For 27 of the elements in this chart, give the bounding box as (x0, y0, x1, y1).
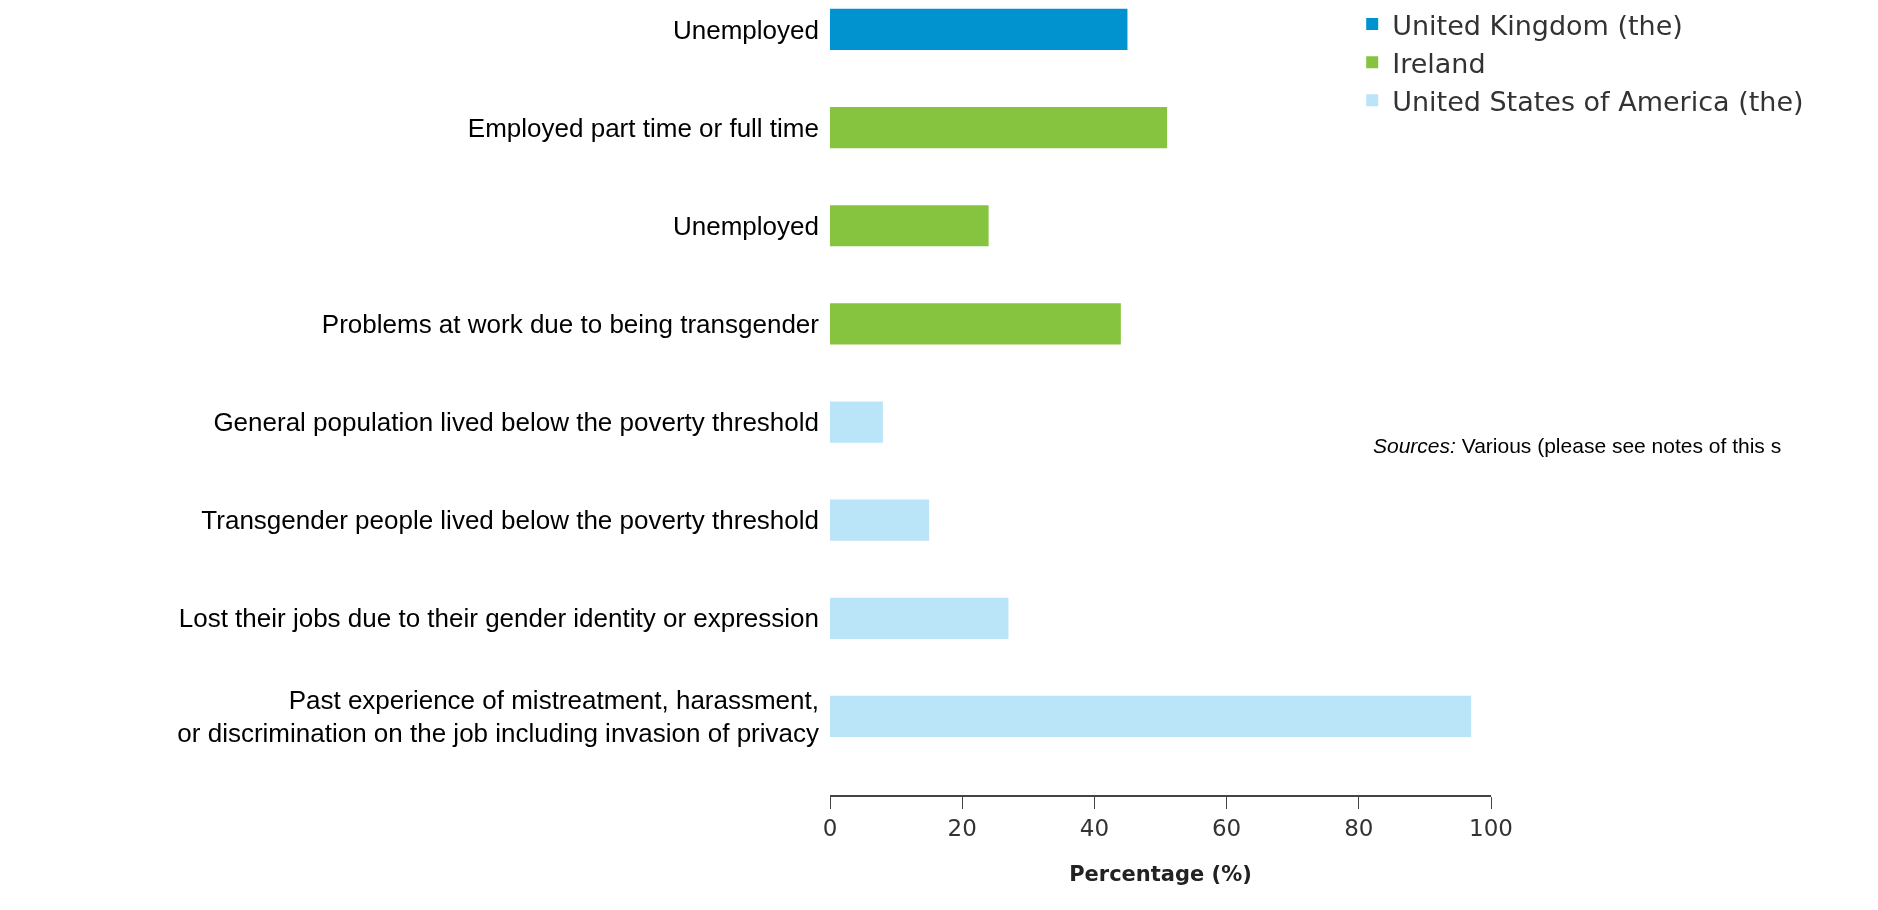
x-tick-label: 80 (1344, 815, 1374, 842)
y-tick-label: Problems at work due to being transgender (321, 308, 820, 339)
x-tick-label: 100 (1469, 815, 1513, 842)
bar (830, 106, 1168, 149)
y-tick-label: General population lived below the poverty threshold (213, 407, 819, 438)
bar (830, 597, 1009, 639)
y-tick-label: Past experience of mistreatment, harassment, or discrimination on the job including invasion of privacy (177, 684, 819, 749)
y-tick-label: Unemployed (673, 14, 819, 45)
legend-label: Ireland (1392, 47, 1486, 79)
y-tick-label: Lost their jobs due to their gender identity or expression (178, 603, 819, 634)
legend-label: United Kingdom (the) (1392, 9, 1683, 41)
x-tick-label: 20 (947, 815, 977, 842)
bar (830, 695, 1472, 738)
bar (830, 303, 1121, 345)
annotation: Sources: Various (please see notes of this s (1373, 434, 1782, 457)
bar (830, 8, 1128, 51)
x-tick-label: 40 (1079, 815, 1110, 842)
x-tick-label: 0 (822, 815, 838, 842)
bar (830, 205, 989, 247)
legend-label: United States of America (the) (1392, 85, 1804, 117)
y-tick-label: Unemployed (673, 210, 819, 241)
bar (830, 499, 930, 541)
bar (830, 401, 883, 443)
y-tick-label: Employed part time or full time (467, 112, 819, 143)
y-tick-label: Transgender people lived below the poverty threshold (201, 505, 819, 536)
x-axis-title: Percentage (%) (1069, 862, 1252, 887)
x-tick-label: 60 (1211, 815, 1242, 842)
